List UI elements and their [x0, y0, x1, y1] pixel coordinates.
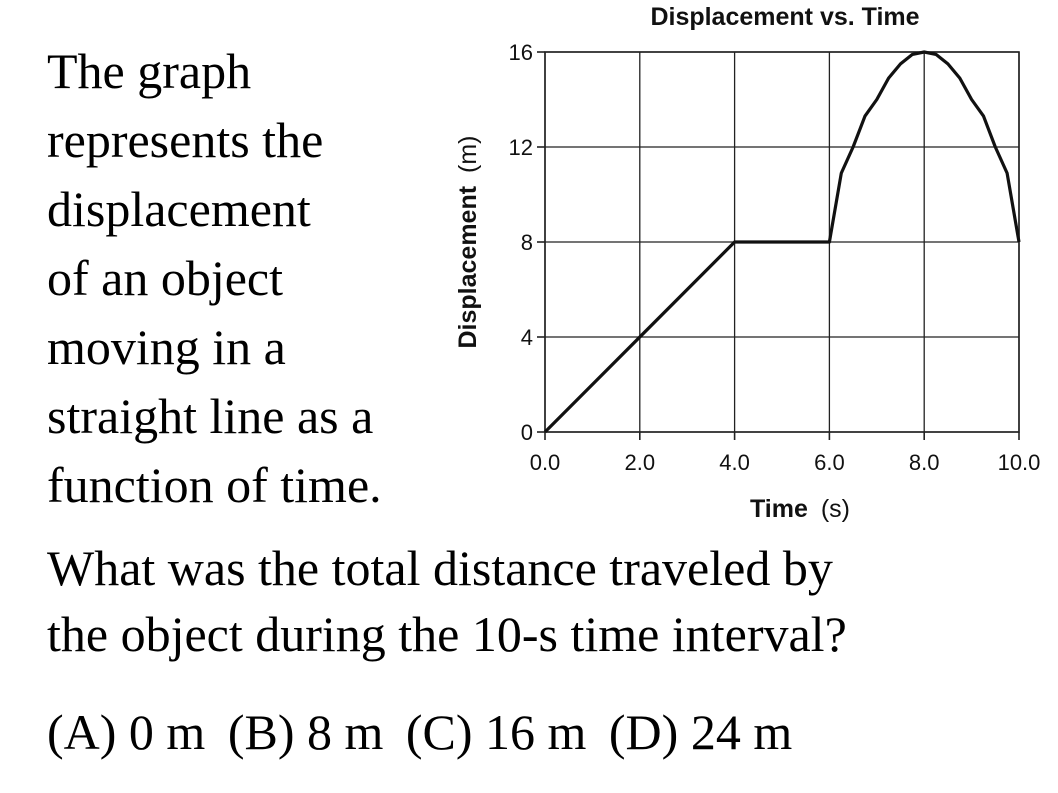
choice-a[interactable]: (A) 0 m: [47, 704, 206, 760]
y-tick-label: 4: [521, 325, 533, 350]
y-tick-label: 8: [521, 230, 533, 255]
y-tick-label: 16: [509, 40, 533, 65]
question-line: the object during the 10-s time interval…: [47, 606, 847, 662]
intro-line: moving in a: [47, 319, 286, 375]
y-tick-label: 0: [521, 420, 533, 445]
choice-b[interactable]: (B) 8 m: [227, 704, 384, 760]
intro-line: of an object: [47, 250, 284, 306]
y-tick-label: 12: [509, 135, 533, 160]
intro-line: represents the: [47, 112, 324, 168]
x-tick-label: 0.0: [530, 450, 561, 475]
x-tick-label: 4.0: [719, 450, 750, 475]
chart-ticks: 0 4 8 12 16 0.0 2.0 4.0 6.0 8.0 10.0: [509, 40, 1041, 475]
displacement-time-chart: 0 4 8 12 16 0.0 2.0 4.0 6.0 8.0 10.0 Displacement …: [454, 3, 1041, 523]
displacement-line: [543, 50, 1021, 434]
x-tick-label: 6.0: [814, 450, 845, 475]
intro-line: function of time.: [47, 457, 382, 513]
intro-line: straight line as a: [47, 388, 374, 444]
x-axis-label-unit: (s): [821, 495, 850, 523]
choice-d[interactable]: (D) 24 m: [608, 704, 793, 760]
y-axis-label-name: Displacement: [454, 185, 482, 348]
chart-title: Displacement vs. Time: [650, 3, 919, 31]
intro-line: The graph: [47, 43, 252, 99]
x-axis-label-name: Time: [750, 495, 808, 523]
y-axis-label: Displacement (m): [454, 136, 482, 349]
x-axis-label: Time (s): [750, 495, 850, 523]
chart-series: [543, 50, 1021, 434]
question-line: What was the total distance traveled by: [47, 540, 833, 596]
choice-c[interactable]: (C) 16 m: [405, 704, 587, 760]
intro-line: displacement: [47, 181, 311, 237]
x-tick-label: 2.0: [625, 450, 656, 475]
y-axis-label-unit: (m): [454, 136, 482, 173]
x-tick-label: 10.0: [998, 450, 1041, 475]
answer-choices: (A) 0 m (B) 8 m (C) 16 m (D) 24 m: [47, 704, 792, 760]
x-tick-label: 8.0: [909, 450, 940, 475]
